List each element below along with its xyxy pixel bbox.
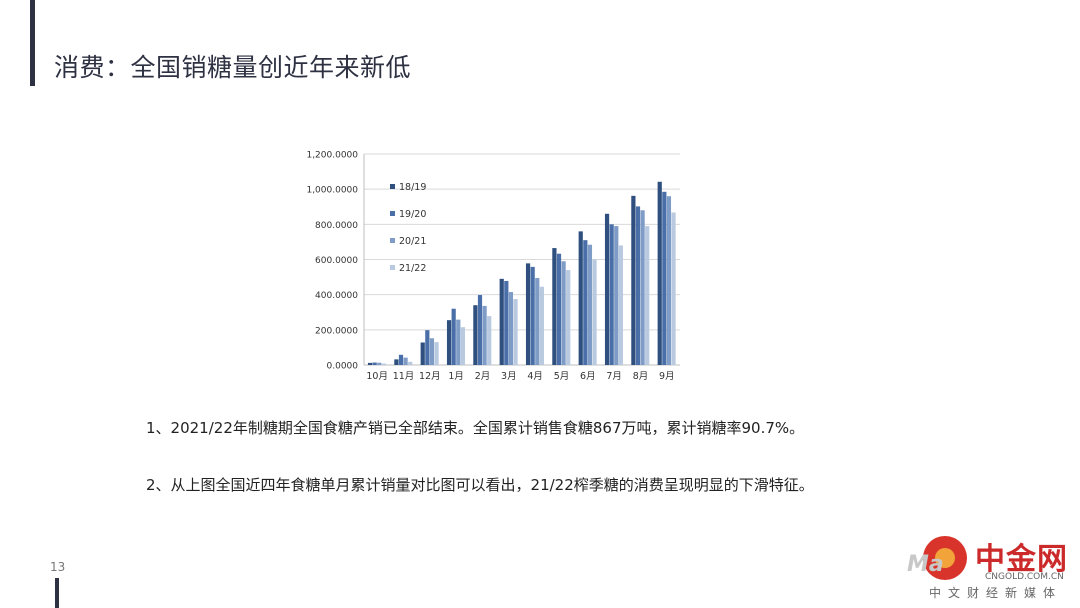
watermark-brand: 中金网	[975, 542, 1068, 577]
bullet-point-2: 2、从上图全国近四年食糖单月累计销量对比图可以看出，21/22榨季糖的消费呈现明…	[146, 476, 814, 494]
bar	[671, 212, 676, 365]
x-tick-label: 5月	[554, 371, 570, 382]
y-tick-label: 0.0000	[327, 362, 359, 372]
x-tick-label: 2月	[475, 371, 491, 382]
x-tick-label: 1月	[448, 371, 464, 382]
bar	[504, 280, 509, 365]
bar	[499, 278, 504, 365]
bar	[618, 245, 623, 365]
bar	[372, 362, 377, 365]
y-tick-label: 1,000.0000	[306, 186, 358, 196]
watermark: Ma 中金网 CNGOLD.COM.CN 中文财经新媒体	[905, 528, 1080, 608]
sugar-sales-chart: 0.0000 200.0000 400.0000 600.0000 800.0000 1,…	[290, 142, 690, 392]
page-number: 13	[50, 560, 66, 574]
bar	[456, 319, 461, 365]
legend-swatch	[390, 184, 395, 189]
bar	[587, 244, 593, 365]
bar	[367, 362, 373, 365]
legend-label: 19/20	[399, 209, 426, 220]
legend-label: 20/21	[399, 236, 426, 247]
x-tick-label: 10月	[366, 371, 388, 382]
legend-label: 21/22	[399, 263, 426, 274]
x-tick-label: 12月	[419, 371, 441, 382]
x-tick-label: 9月	[659, 371, 675, 382]
watermark-slogan: 中文财经新媒体	[929, 586, 1063, 600]
bar-chart-svg: 0.0000 200.0000 400.0000 600.0000 800.0000 1,…	[306, 151, 680, 382]
bar	[666, 196, 672, 365]
y-tick-label: 400.0000	[315, 291, 358, 301]
bar	[539, 286, 544, 365]
y-tick-label: 200.0000	[315, 326, 358, 336]
bar	[434, 342, 439, 365]
bar	[609, 224, 614, 365]
bar	[451, 308, 456, 365]
bar	[425, 330, 430, 365]
bar	[408, 361, 413, 365]
bar	[662, 191, 667, 365]
watermark-site: CNGOLD.COM.CN	[985, 572, 1064, 582]
legend-swatch	[390, 265, 395, 270]
y-tick-label: 1,200.0000	[306, 151, 358, 161]
bar	[420, 342, 425, 365]
bar	[635, 206, 641, 365]
bar	[525, 263, 531, 365]
bar	[645, 226, 650, 365]
bar	[398, 354, 404, 365]
x-tick-label: 11月	[393, 371, 415, 382]
bar	[578, 231, 583, 365]
bar	[583, 240, 588, 365]
bar	[403, 357, 408, 365]
legend-label: 18/19	[399, 182, 426, 193]
watermark-letters: Ma	[907, 552, 944, 577]
x-tick-label: 8月	[633, 371, 649, 382]
bar	[614, 226, 619, 365]
bar	[640, 210, 645, 365]
bar	[631, 195, 636, 365]
bar	[381, 363, 386, 365]
bar	[561, 261, 566, 365]
y-tick-label: 600.0000	[315, 256, 358, 266]
bar	[657, 181, 662, 365]
x-tick-label: 4月	[527, 371, 543, 382]
bar	[394, 359, 399, 365]
bar	[477, 295, 483, 365]
bar	[513, 299, 518, 365]
legend-swatch	[390, 238, 395, 243]
bar	[473, 305, 478, 365]
bullet-point-1: 1、2021/22年制糖期全国食糖产销已全部结束。全国累计销售食糖867万吨，累…	[146, 419, 805, 437]
bar	[530, 266, 535, 365]
x-tick-label: 7月	[606, 371, 622, 382]
legend-swatch	[390, 211, 395, 216]
bar	[566, 270, 571, 365]
x-tick-label: 6月	[580, 371, 596, 382]
x-tick-label: 3月	[501, 371, 517, 382]
bar	[460, 327, 465, 365]
bar	[429, 338, 435, 365]
slide-title: 消费：全国销糖量创近年来新低	[54, 53, 412, 82]
bar	[552, 248, 557, 365]
bar	[446, 320, 452, 365]
footer-accent-bar	[55, 578, 59, 608]
bar	[482, 305, 487, 365]
bar	[377, 362, 382, 365]
bar	[487, 316, 492, 365]
y-tick-label: 800.0000	[315, 221, 358, 231]
brand-logo-icon	[923, 536, 967, 580]
bar	[535, 277, 540, 365]
bar	[604, 213, 610, 365]
bar	[556, 253, 562, 365]
title-accent-bar	[30, 0, 35, 86]
bar	[592, 259, 597, 365]
bar	[508, 292, 514, 365]
